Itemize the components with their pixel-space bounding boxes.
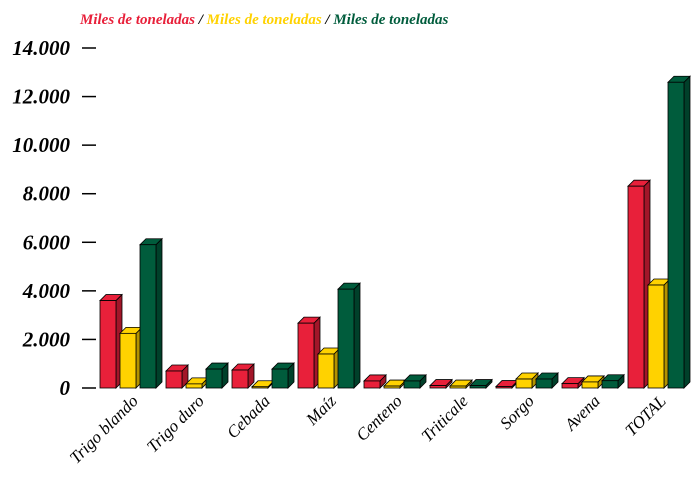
x-tick-label: Sorgo <box>496 391 538 433</box>
bar <box>363 380 381 389</box>
bar <box>403 380 421 389</box>
x-tick-label: Trigo blando <box>66 391 142 467</box>
bar-top <box>251 380 275 388</box>
bar <box>251 386 269 389</box>
legend-separator: / <box>324 12 331 28</box>
bar <box>139 244 157 389</box>
y-tick-label: 14.000 <box>12 36 70 60</box>
bar <box>535 378 553 389</box>
bar <box>667 81 685 389</box>
legend-separator: / <box>198 12 205 28</box>
x-tick-label: Avena <box>560 391 604 435</box>
legend-entry: Miles de toneladas <box>206 12 322 28</box>
x-tick-label: Maíz <box>302 391 340 429</box>
x-tick-label: Centeno <box>352 391 405 444</box>
bar <box>515 378 533 389</box>
bar <box>581 381 599 389</box>
y-tick-label: 8.000 <box>23 182 71 206</box>
x-tick-label: Triticale <box>418 391 472 445</box>
legend: Miles de toneladas / Miles de toneladas … <box>79 12 449 28</box>
bar <box>601 380 619 389</box>
bar <box>231 369 249 389</box>
bar <box>449 385 467 389</box>
bar <box>165 370 183 389</box>
bar-side <box>155 237 163 389</box>
bar <box>469 385 487 389</box>
bar <box>561 383 579 389</box>
bar <box>317 353 335 389</box>
y-tick-label: 0 <box>60 376 71 400</box>
bar <box>99 300 117 389</box>
bar <box>647 284 665 389</box>
x-tick-label: TOTAL <box>621 391 669 439</box>
bar <box>495 386 513 389</box>
bar-side <box>683 75 691 389</box>
bar <box>185 383 203 389</box>
bar <box>429 385 447 389</box>
bar <box>119 332 137 389</box>
bar <box>205 368 223 389</box>
y-tick-label: 6.000 <box>23 230 71 254</box>
y-tick-label: 2.000 <box>22 327 71 351</box>
y-tick-label: 12.000 <box>12 85 70 109</box>
legend-entry: Miles de toneladas <box>332 12 448 28</box>
bar <box>627 185 645 389</box>
legend-entry: Miles de toneladas <box>79 12 195 28</box>
y-tick-label: 4.000 <box>22 279 71 303</box>
x-tick-label: Trigo duro <box>143 391 208 456</box>
bar-side <box>353 282 361 389</box>
bar <box>383 385 401 389</box>
bar <box>271 368 289 389</box>
bar <box>337 288 355 389</box>
x-tick-label: Cebada <box>223 391 274 442</box>
bar <box>297 322 315 389</box>
y-tick-label: 10.000 <box>12 133 70 157</box>
